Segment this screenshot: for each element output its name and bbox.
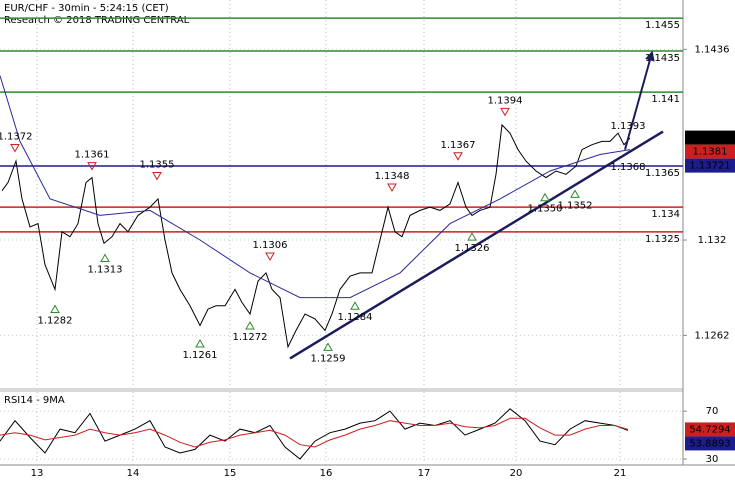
low-marker (350, 301, 360, 310)
panel-separator (0, 388, 683, 392)
level-label: 1.1365 (645, 168, 680, 179)
low-marker (100, 253, 110, 263)
low-marker (323, 342, 333, 351)
high-marker (453, 152, 463, 161)
price-label: 1.1393 (611, 121, 646, 132)
price-tag (685, 130, 735, 145)
high-label: 1.1355 (140, 159, 175, 170)
high-label: 1.1348 (375, 171, 410, 182)
price-tag (685, 144, 735, 159)
low-marker (195, 339, 205, 348)
high-label: 1.1361 (75, 150, 110, 161)
low-marker (245, 320, 255, 330)
low-label: 1.1272 (233, 332, 268, 343)
high-marker (10, 144, 20, 153)
y-tick-label: 1.1436 (695, 44, 730, 55)
price-tag (685, 436, 735, 451)
level-label: 1.1435 (645, 53, 680, 64)
high-label: 1.1306 (253, 240, 288, 251)
high-label: 1.1367 (441, 140, 476, 151)
x-tick-label: 21 (614, 468, 627, 479)
low-marker (540, 192, 550, 202)
high-marker (387, 183, 397, 193)
price-tag-label: 54.7294 (689, 424, 730, 435)
price-tag-label: 1.13823 (689, 133, 730, 144)
y-tick-label: 1.132 (698, 235, 727, 246)
y-tick-label: 1.1262 (695, 330, 730, 341)
price-tag-label: 1.13721 (689, 161, 730, 172)
high-marker (152, 171, 162, 181)
level-label: 1.141 (651, 94, 680, 105)
series-line (0, 408, 629, 460)
low-marker (467, 232, 477, 241)
chart-title: EUR/CHF - 30min - 5:24:15 (CET) (4, 3, 169, 14)
level-label: 1.1325 (645, 234, 680, 245)
y-tick-label: 30 (706, 454, 719, 465)
low-label: 1.1261 (183, 350, 218, 361)
low-label: 1.1326 (455, 243, 490, 254)
x-tick-label: 20 (510, 468, 523, 479)
price-tag-label: 53.8893 (689, 438, 730, 449)
low-label: 1.1313 (88, 265, 123, 276)
level-label: 1.1455 (645, 20, 680, 31)
indicator-title: RSI14 - 9MA (4, 395, 65, 406)
high-marker (265, 252, 275, 262)
level-label: 1.134 (651, 209, 680, 220)
high-label: 1.1394 (488, 95, 523, 106)
x-tick-label: 17 (418, 468, 431, 479)
low-marker (570, 189, 580, 198)
series-line (1, 123, 631, 349)
series-line (0, 417, 629, 448)
high-marker (87, 162, 97, 171)
x-tick-label: 16 (320, 468, 333, 479)
low-label: 1.1259 (311, 353, 346, 364)
low-label: 1.1282 (38, 316, 73, 327)
x-tick-label: 13 (31, 468, 44, 479)
price-tag-label: 1.1381 (693, 147, 728, 158)
low-label: 1.1284 (338, 312, 373, 323)
low-marker (50, 304, 60, 314)
low-label: 1.1350 (528, 204, 563, 215)
chart-subtitle: Research © 2018 TRADING CENTRAL (4, 15, 190, 26)
y-tick-label: 70 (706, 406, 719, 417)
x-tick-label: 15 (224, 468, 237, 479)
low-label: 1.1352 (558, 200, 593, 211)
price-tag (685, 422, 735, 437)
trend-line (624, 50, 655, 150)
trend-line (289, 130, 664, 360)
high-marker (500, 107, 510, 117)
high-label: 1.1372 (0, 132, 33, 143)
price-tag (685, 158, 735, 173)
price-label: 1.1368 (611, 162, 646, 173)
series-line (0, 75, 631, 299)
x-tick-label: 14 (127, 468, 140, 479)
